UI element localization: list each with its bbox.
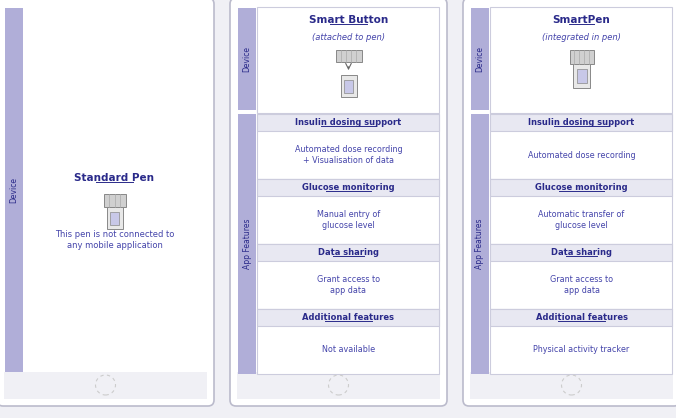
Bar — [257, 114, 439, 131]
Bar — [490, 179, 672, 244]
Text: Device: Device — [475, 46, 485, 72]
Bar — [490, 309, 672, 374]
Text: Standard Pen: Standard Pen — [74, 173, 155, 183]
Text: Grant access to
app data: Grant access to app data — [317, 275, 380, 295]
Bar — [257, 179, 439, 244]
Text: (attached to pen): (attached to pen) — [312, 33, 385, 43]
Text: Data sharing: Data sharing — [551, 248, 612, 257]
Bar — [341, 75, 356, 97]
Bar — [257, 179, 439, 196]
Text: Additional features: Additional features — [535, 313, 627, 322]
Text: Glucose monitoring: Glucose monitoring — [535, 183, 628, 192]
Bar — [4, 372, 207, 399]
Text: Additional features: Additional features — [302, 313, 395, 322]
Bar — [344, 79, 353, 92]
Text: (integrated in pen): (integrated in pen) — [542, 33, 621, 43]
Text: Physical activity tracker: Physical activity tracker — [533, 346, 629, 354]
Bar — [257, 244, 439, 261]
Text: SmartPen: SmartPen — [552, 15, 610, 25]
Text: Insulin dosing support: Insulin dosing support — [295, 118, 402, 127]
Bar — [490, 114, 672, 179]
Bar — [237, 372, 440, 399]
Text: App Features: App Features — [475, 219, 485, 269]
Bar — [490, 114, 672, 131]
Bar — [490, 244, 672, 309]
FancyBboxPatch shape — [230, 0, 447, 406]
Text: This pen is not connected to
any mobile application: This pen is not connected to any mobile … — [55, 230, 174, 250]
Bar — [470, 372, 673, 399]
Bar — [257, 309, 439, 326]
Bar — [257, 114, 439, 179]
Text: Device: Device — [243, 46, 251, 72]
Text: Smart Button: Smart Button — [309, 15, 388, 25]
Bar — [110, 212, 119, 224]
Text: Grant access to
app data: Grant access to app data — [550, 275, 613, 295]
Text: Automated dose recording: Automated dose recording — [528, 150, 635, 160]
Text: App Features: App Features — [243, 219, 251, 269]
Bar — [103, 194, 126, 207]
Text: Automatic transfer of
glucose level: Automatic transfer of glucose level — [538, 210, 625, 230]
Bar — [569, 50, 594, 64]
Bar — [335, 50, 362, 62]
Bar — [490, 7, 672, 113]
Bar — [238, 8, 256, 110]
Bar — [257, 309, 439, 374]
Bar — [490, 244, 672, 261]
Text: Glucose monitoring: Glucose monitoring — [302, 183, 395, 192]
Bar — [257, 244, 439, 309]
Text: Automated dose recording
+ Visualisation of data: Automated dose recording + Visualisation… — [295, 145, 402, 165]
FancyBboxPatch shape — [0, 0, 214, 406]
Text: Not available: Not available — [322, 346, 375, 354]
Bar — [257, 7, 439, 113]
Bar — [238, 114, 256, 374]
Text: Data sharing: Data sharing — [318, 248, 379, 257]
Bar — [490, 179, 672, 196]
Text: Device: Device — [9, 177, 18, 203]
Bar — [5, 8, 23, 372]
Bar — [577, 69, 587, 83]
Bar — [573, 64, 590, 88]
FancyBboxPatch shape — [463, 0, 676, 406]
Bar — [107, 207, 122, 229]
Bar — [490, 309, 672, 326]
Text: Insulin dosing support: Insulin dosing support — [529, 118, 635, 127]
Text: Manual entry of
glucose level: Manual entry of glucose level — [317, 210, 380, 230]
Bar — [471, 114, 489, 374]
Bar — [471, 8, 489, 110]
